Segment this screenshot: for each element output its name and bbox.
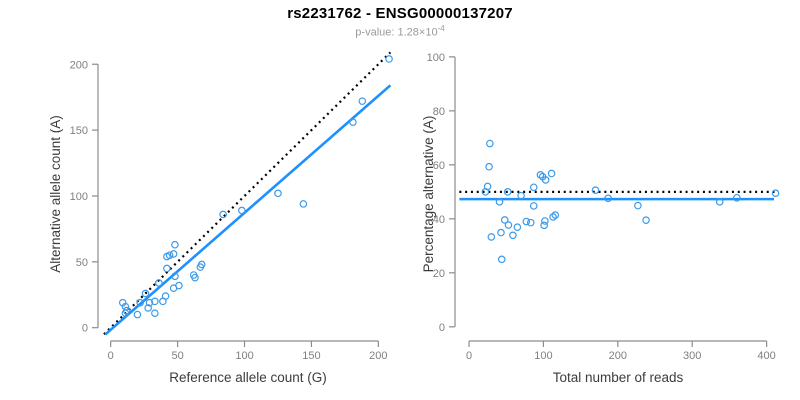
right-scatter-plot: 0 100 200 300 400 0 20 40 60 80 100 — [427, 52, 780, 362]
data-point — [495, 198, 504, 206]
y-tick-label: 200 — [70, 59, 88, 71]
y-tick-label: 50 — [76, 257, 88, 269]
data-point — [538, 172, 547, 181]
data-point — [634, 201, 642, 210]
pvalue-exponent: -4 — [437, 24, 445, 33]
fit-line — [104, 84, 392, 336]
data-point — [171, 240, 179, 249]
data-point — [358, 97, 367, 105]
x-tick-label: 0 — [466, 350, 472, 362]
data-point — [144, 304, 152, 312]
data-point — [274, 189, 282, 198]
data-point — [503, 188, 512, 196]
data-point — [191, 273, 199, 282]
data-point — [497, 255, 506, 264]
data-point — [136, 298, 144, 307]
x-tick-label: 300 — [683, 350, 701, 362]
x-tick-label: 200 — [369, 350, 387, 362]
data-point — [549, 213, 557, 221]
y-tick-label: 60 — [433, 160, 445, 172]
data-point — [385, 55, 393, 63]
data-point — [715, 198, 724, 206]
left-xaxis-title: Reference allele count (G) — [169, 370, 327, 385]
data-point — [513, 223, 522, 232]
data-point — [196, 263, 205, 271]
data-point — [541, 217, 549, 225]
y-tick-label: 150 — [70, 125, 88, 137]
data-point — [551, 211, 560, 219]
y-tick-label: 20 — [433, 268, 445, 280]
data-point — [497, 228, 505, 237]
y-tick-label: 100 — [70, 191, 88, 203]
data-point — [642, 216, 650, 224]
data-point — [522, 217, 531, 226]
figure-subtitle: p-value: 1.28×10-4 — [0, 24, 800, 39]
data-point — [155, 279, 163, 287]
data-point — [163, 264, 171, 273]
x-tick-label: 100 — [235, 350, 253, 362]
data-point — [483, 182, 492, 191]
x-tick-label: 100 — [534, 350, 552, 362]
data-point — [486, 139, 494, 148]
y-tick-label: 0 — [439, 322, 445, 334]
data-point — [485, 162, 493, 171]
figure-title: rs2231762 - ENSG00000137207 — [287, 5, 513, 22]
x-tick-label: 400 — [757, 350, 775, 362]
data-point — [238, 206, 246, 215]
x-tick-label: 50 — [171, 350, 183, 362]
data-point — [151, 297, 159, 306]
data-point — [151, 309, 159, 318]
data-point — [529, 202, 538, 210]
y-tick-label: 0 — [82, 323, 88, 335]
x-tick-label: 150 — [302, 350, 320, 362]
data-point — [349, 118, 357, 127]
identity-line — [103, 51, 392, 336]
x-tick-label: 200 — [609, 350, 627, 362]
right-yaxis-title: Percentage alternative (A) — [421, 116, 436, 273]
data-point — [141, 289, 150, 298]
data-point — [529, 183, 538, 192]
data-point — [733, 193, 741, 202]
data-point — [547, 169, 556, 178]
data-point — [591, 186, 600, 195]
pvalue-text: p-value: 1.28×10 — [355, 26, 438, 39]
data-point — [219, 210, 227, 219]
data-point — [175, 281, 183, 290]
data-point — [771, 189, 780, 197]
data-point — [509, 231, 517, 240]
data-point — [487, 233, 496, 241]
left-scatter-plot: 0 50 100 150 200 0 50 100 150 200 — [70, 51, 393, 362]
data-point — [163, 252, 171, 261]
left-yaxis-title: Alternative allele count (A) — [48, 115, 63, 273]
data-point — [500, 216, 509, 224]
data-point — [526, 218, 535, 227]
right-xaxis-title: Total number of reads — [553, 370, 684, 385]
data-point — [540, 221, 548, 230]
data-point — [122, 306, 131, 315]
data-point — [145, 298, 154, 307]
y-tick-label: 80 — [433, 106, 445, 118]
x-tick-label: 0 — [108, 350, 114, 362]
data-point — [133, 310, 142, 319]
data-point — [517, 191, 525, 200]
data-point — [504, 221, 513, 229]
data-point — [604, 194, 612, 203]
data-point — [159, 297, 167, 306]
data-point — [536, 171, 545, 179]
data-point — [171, 272, 179, 281]
y-tick-label: 40 — [433, 214, 445, 226]
y-tick-label: 100 — [427, 52, 445, 64]
data-point — [299, 200, 308, 208]
data-point — [169, 250, 178, 258]
